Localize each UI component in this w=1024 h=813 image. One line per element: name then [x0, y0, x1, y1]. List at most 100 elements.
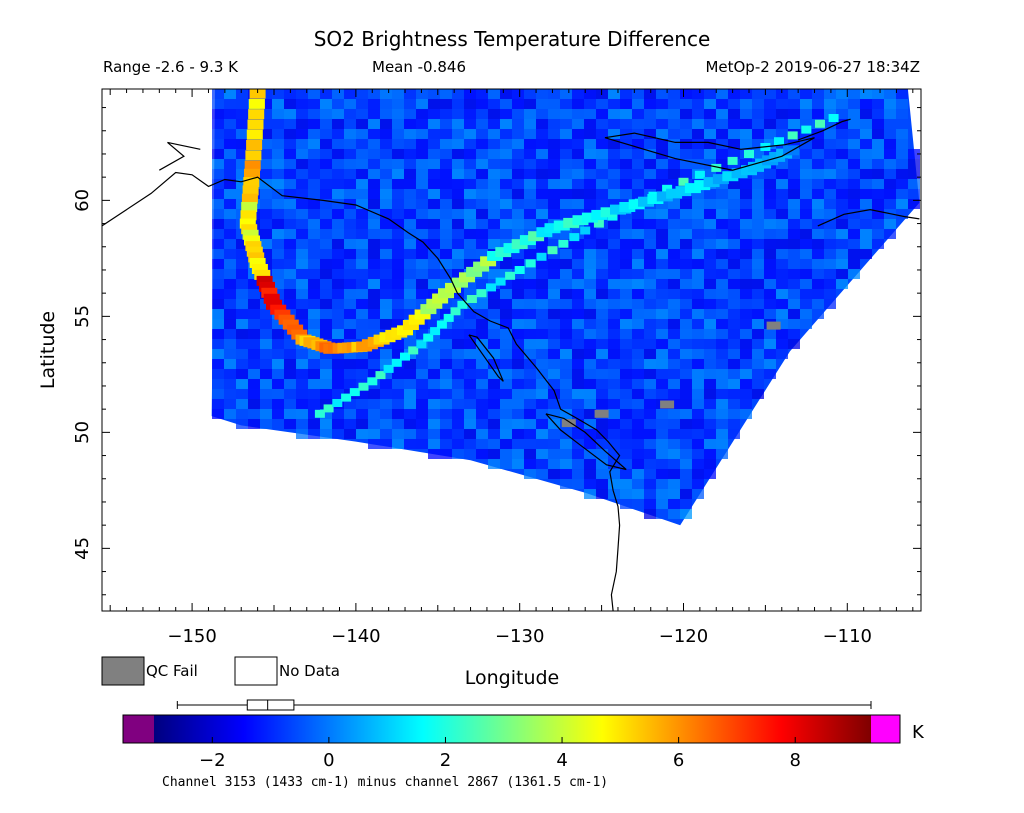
swath-cell [668, 179, 680, 189]
swath-cell [884, 109, 896, 119]
secondary-band-cell [815, 119, 825, 128]
swath-cell [848, 129, 860, 139]
swath-cell [356, 189, 368, 199]
x-axis-label: Longitude [465, 667, 560, 689]
swath-cell [836, 169, 848, 179]
swath-cell [320, 259, 332, 269]
swath-cell [332, 199, 344, 209]
swath-cell [632, 349, 644, 359]
swath-cell [896, 199, 908, 209]
swath-cell [812, 209, 824, 219]
swath-cell [656, 429, 668, 439]
swath-cell [512, 109, 524, 119]
swath-cell [296, 299, 308, 309]
swath-cell [608, 239, 620, 249]
swath-cell [740, 269, 752, 279]
swath-cell [476, 189, 488, 199]
secondary-band-cell [367, 377, 378, 386]
swath-cell [728, 429, 740, 439]
swath-cell [404, 209, 416, 219]
swath-cell [836, 89, 848, 99]
swath-cell [788, 119, 800, 129]
swath-cell [452, 139, 464, 149]
secondary-band-cell [505, 271, 516, 280]
swath-cell [368, 389, 380, 399]
swath-cell [824, 149, 836, 159]
swath-cell [668, 119, 680, 129]
swath-cell [608, 289, 620, 299]
swath-cell [332, 279, 344, 289]
plume-cell [408, 314, 425, 325]
swath-cell [512, 159, 524, 169]
swath-cell [572, 429, 584, 439]
swath-cell [560, 189, 572, 199]
swath-cell [776, 339, 788, 349]
swath-cell [368, 369, 380, 379]
swath-cell [404, 199, 416, 209]
plume-cell [244, 160, 261, 171]
swath-cell [452, 429, 464, 439]
swath-cell [356, 129, 368, 139]
swath-cell [812, 139, 824, 149]
distribution-boxplot [176, 699, 872, 711]
swath-cell [272, 379, 284, 389]
swath-cell [332, 289, 344, 299]
swath-cell [548, 89, 560, 99]
swath-cell [776, 199, 788, 209]
swath-cell [440, 299, 452, 309]
swath-cell [296, 409, 308, 419]
swath-cell [692, 459, 704, 469]
swath-cell [440, 219, 452, 229]
swath-cell [404, 299, 416, 309]
swath-cell [560, 229, 572, 239]
swath-cell [692, 399, 704, 409]
swath-cell [404, 99, 416, 109]
plume-cell [563, 217, 580, 228]
swath-cell [332, 139, 344, 149]
swath-cell [236, 279, 248, 289]
swath-cell [416, 99, 428, 109]
swath-cell [740, 229, 752, 239]
swath-cell [212, 219, 224, 229]
swath-cell [224, 119, 236, 129]
swath-cell [728, 419, 740, 429]
swath-cell [632, 329, 644, 339]
swath-cell [692, 209, 704, 219]
swath-cell [308, 389, 320, 399]
swath-cell [488, 209, 500, 219]
colorbar-tick-label: 6 [673, 750, 684, 771]
swath-cell [524, 339, 536, 349]
swath-cell [488, 139, 500, 149]
swath-cell [740, 399, 752, 409]
swath-cell [464, 349, 476, 359]
secondary-band-cell [525, 259, 536, 268]
swath-cell [464, 309, 476, 319]
swath-cell [380, 159, 392, 169]
swath-cell [428, 259, 440, 269]
swath-cell [740, 109, 752, 119]
swath-cell [332, 239, 344, 249]
swath-cell [824, 229, 836, 239]
swath-cell [884, 149, 896, 159]
swath-cell [320, 379, 332, 389]
swath-cell [836, 209, 848, 219]
swath-cell [644, 279, 656, 289]
swath-cell [296, 229, 308, 239]
swath-cell [356, 169, 368, 179]
swath-cell [452, 319, 464, 329]
swath-cell [224, 279, 236, 289]
swath-cell [512, 89, 524, 99]
swath-cell [728, 99, 740, 109]
swath-cell [632, 89, 644, 99]
swath-cell [752, 209, 764, 219]
swath-cell [404, 379, 416, 389]
swath-cell [296, 189, 308, 199]
swath-cell [308, 379, 320, 389]
swath-cell [488, 389, 500, 399]
swath-cell [344, 219, 356, 229]
swath-cell [704, 119, 716, 129]
swath-cell [224, 139, 236, 149]
swath-cell [776, 109, 788, 119]
swath-cell [500, 189, 512, 199]
secondary-band-cell [476, 289, 487, 298]
